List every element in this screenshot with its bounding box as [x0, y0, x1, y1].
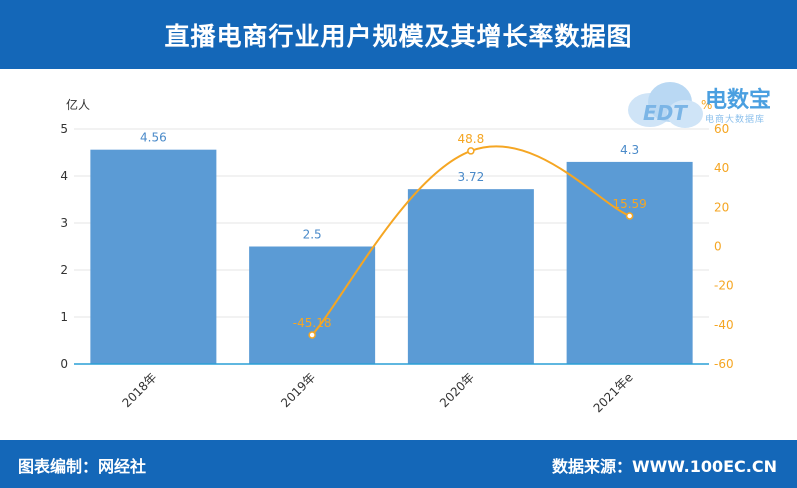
y-right-axis-label: %: [701, 98, 712, 112]
combo-chart: 0 1 2 3 4 5 亿人 -60 -40 -20 0 20 40 60% 4.56 2.5 3.72 4.3 2…: [60, 97, 734, 415]
y-right-tick-label: 20: [714, 200, 729, 214]
logo: EDT 电数宝 电商大数据库: [625, 76, 795, 134]
line-value-label: 48.8: [458, 132, 485, 146]
footer-bar: 图表编制：网经社 数据来源：WWW.100EC.CN: [0, 440, 797, 488]
bar-value-label: 3.72: [458, 170, 485, 184]
bar-value-label: 2.5: [303, 228, 322, 242]
x-tick-label: 2020年: [437, 370, 477, 410]
bar: [407, 189, 534, 364]
chart-area: 0 1 2 3 4 5 亿人 -60 -40 -20 0 20 40 60% 4.56 2.5 3.72 4.3 2…: [0, 69, 797, 440]
x-tick-label: 2018年: [120, 370, 160, 410]
header-bar: 直播电商行业用户规模及其增长率数据图: [0, 0, 797, 69]
line-point: [308, 331, 316, 339]
bar: [90, 149, 217, 364]
line-value-label: 15.59: [612, 197, 646, 211]
y-right-tick-label: 60: [714, 122, 729, 136]
y-right-tick-label: -60: [714, 357, 734, 371]
bar: [566, 161, 693, 364]
y-left-tick-label: 0: [60, 357, 68, 371]
y-left-axis-label: 亿人: [66, 97, 90, 112]
svg-text:EDT: EDT: [643, 101, 688, 125]
y-left-tick-label: 5: [60, 122, 68, 136]
line-point: [625, 212, 634, 220]
y-left-tick-label: 4: [60, 169, 68, 183]
bar: [249, 246, 376, 364]
line-value-label: -45.18: [293, 316, 332, 330]
y-right-tick-label: 40: [714, 161, 729, 175]
logo-brand: 电数宝: [705, 88, 772, 113]
logo-subtitle: 电商大数据库: [705, 115, 766, 125]
y-left-tick-label: 2: [60, 263, 68, 277]
y-left-tick-label: 1: [60, 310, 68, 324]
cloud-logo-icon: EDT: [628, 82, 703, 128]
y-left-tick-label: 3: [60, 216, 68, 230]
footer-source: 数据来源：WWW.100EC.CN: [551, 457, 777, 476]
bar-value-label: 4.3: [620, 143, 639, 157]
page-title: 直播电商行业用户规模及其增长率数据图: [164, 21, 633, 51]
line-point: [467, 147, 475, 155]
y-right-tick-label: -20: [714, 279, 734, 293]
y-right-tick-label: 0: [714, 240, 722, 254]
x-tick-label: 2021年e: [591, 370, 636, 415]
bar-value-label: 4.56: [140, 131, 167, 145]
y-right-tick-label: -40: [714, 318, 734, 332]
footer-credit: 图表编制：网经社: [18, 457, 147, 476]
x-tick-label: 2019年: [278, 370, 318, 410]
